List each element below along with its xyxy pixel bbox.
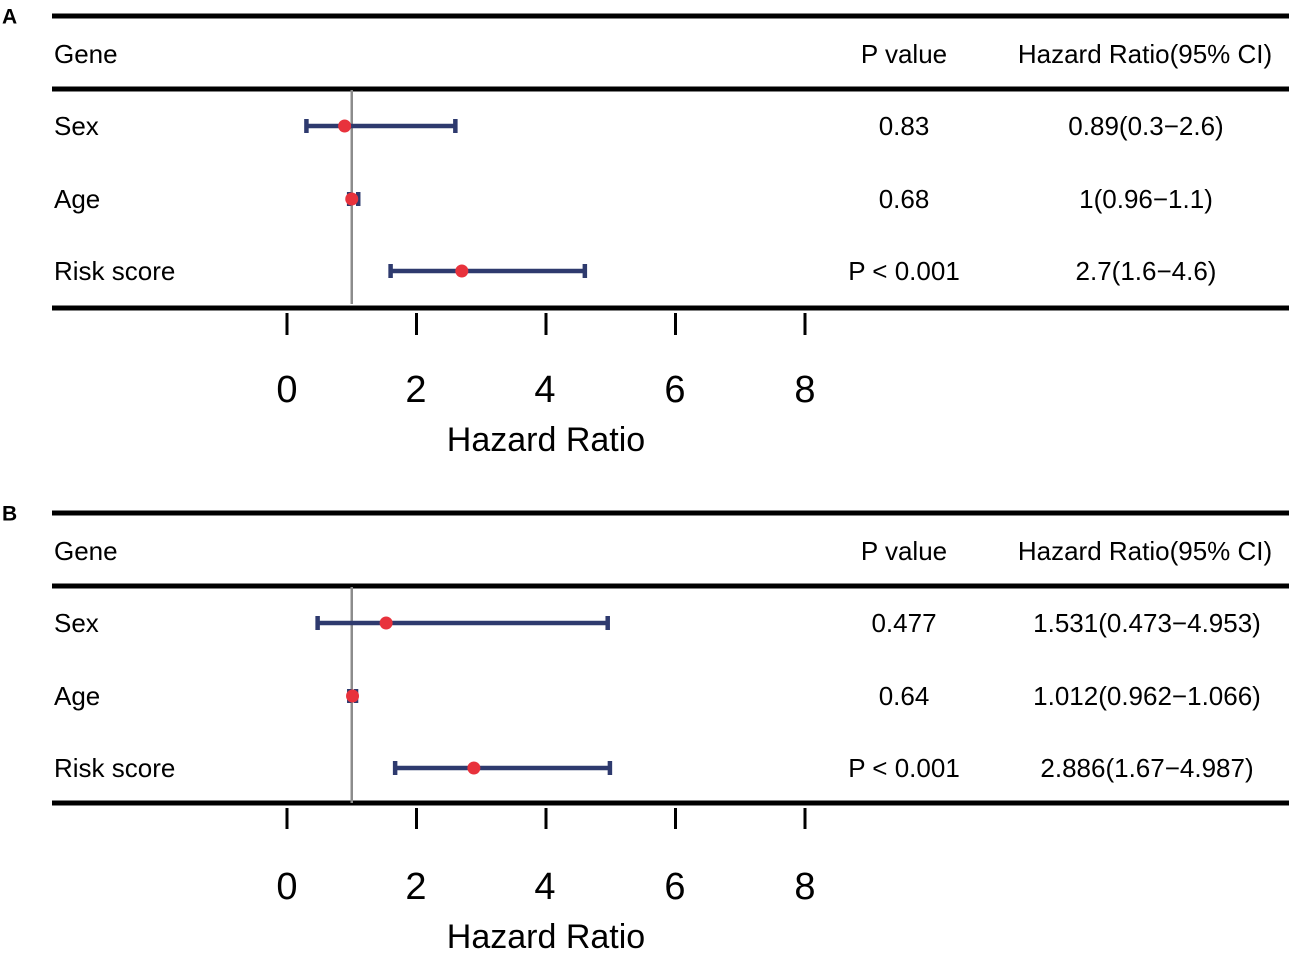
header-rule <box>52 86 1289 92</box>
forest-plot-panel-a: A Gene P value Hazard Ratio(95% CI) Sex … <box>0 0 1294 470</box>
x-tick-label: 2 <box>405 866 427 908</box>
x-tick-label: 8 <box>794 866 816 908</box>
header-pvalue: P value <box>860 536 948 566</box>
header-gene: Gene <box>54 536 118 566</box>
x-tick-label: 6 <box>664 866 686 908</box>
row-hr-age: 1.012(0.962−1.066) <box>1033 681 1261 711</box>
header-rule <box>52 583 1289 589</box>
row-hr-risk-score: 2.7(1.6−4.6) <box>1075 256 1217 286</box>
row-pvalue-sex: 0.477 <box>871 608 937 638</box>
row-pvalue-sex: 0.83 <box>878 111 930 141</box>
top-rule <box>52 13 1289 19</box>
forest-plot-a <box>285 90 807 335</box>
x-tick-label: 4 <box>534 369 556 411</box>
row-hr-age: 1(0.96−1.1) <box>1079 184 1213 214</box>
header-hazard-ratio: Hazard Ratio(95% CI) <box>1017 536 1273 566</box>
row-pvalue-risk-score: P < 0.001 <box>848 256 960 286</box>
hr-point-age <box>345 192 359 206</box>
x-tick-label: 8 <box>794 369 816 411</box>
row-pvalue-age: 0.68 <box>878 184 930 214</box>
hr-point-risk-score <box>467 761 481 775</box>
row-label-age: Age <box>54 184 101 214</box>
x-axis-title: Hazard Ratio <box>446 421 646 459</box>
row-hr-sex: 0.89(0.3−2.6) <box>1068 111 1224 141</box>
row-label-age: Age <box>54 681 101 711</box>
header-hazard-ratio: Hazard Ratio(95% CI) <box>1017 39 1273 69</box>
x-tick-label: 6 <box>664 369 686 411</box>
row-hr-sex: 1.531(0.473−4.953) <box>1033 608 1261 638</box>
x-tick-label: 4 <box>534 866 556 908</box>
x-tick-label: 0 <box>276 866 298 908</box>
x-axis-title: Hazard Ratio <box>446 918 646 956</box>
hr-point-age <box>346 689 360 703</box>
bottom-rule <box>52 800 1289 806</box>
forest-plot-panel-b: B Gene P value Hazard Ratio(95% CI) Sex … <box>0 497 1294 967</box>
hr-point-sex <box>379 616 393 630</box>
hr-point-risk-score <box>455 264 469 278</box>
x-tick-label: 0 <box>276 369 298 411</box>
row-label-sex: Sex <box>54 111 99 141</box>
row-pvalue-risk-score: P < 0.001 <box>848 753 960 783</box>
panel-label: A <box>2 5 18 29</box>
row-label-risk-score: Risk score <box>54 256 176 286</box>
header-pvalue: P value <box>860 39 948 69</box>
top-rule <box>52 510 1289 516</box>
bottom-rule <box>52 305 1289 311</box>
panel-label: B <box>2 502 18 526</box>
row-hr-risk-score: 2.886(1.67−4.987) <box>1040 753 1254 783</box>
hr-point-sex <box>338 119 352 133</box>
x-tick-label: 2 <box>405 369 427 411</box>
row-label-sex: Sex <box>54 608 99 638</box>
row-label-risk-score: Risk score <box>54 753 176 783</box>
forest-plot-b <box>285 587 807 829</box>
header-gene: Gene <box>54 39 118 69</box>
row-pvalue-age: 0.64 <box>878 681 930 711</box>
